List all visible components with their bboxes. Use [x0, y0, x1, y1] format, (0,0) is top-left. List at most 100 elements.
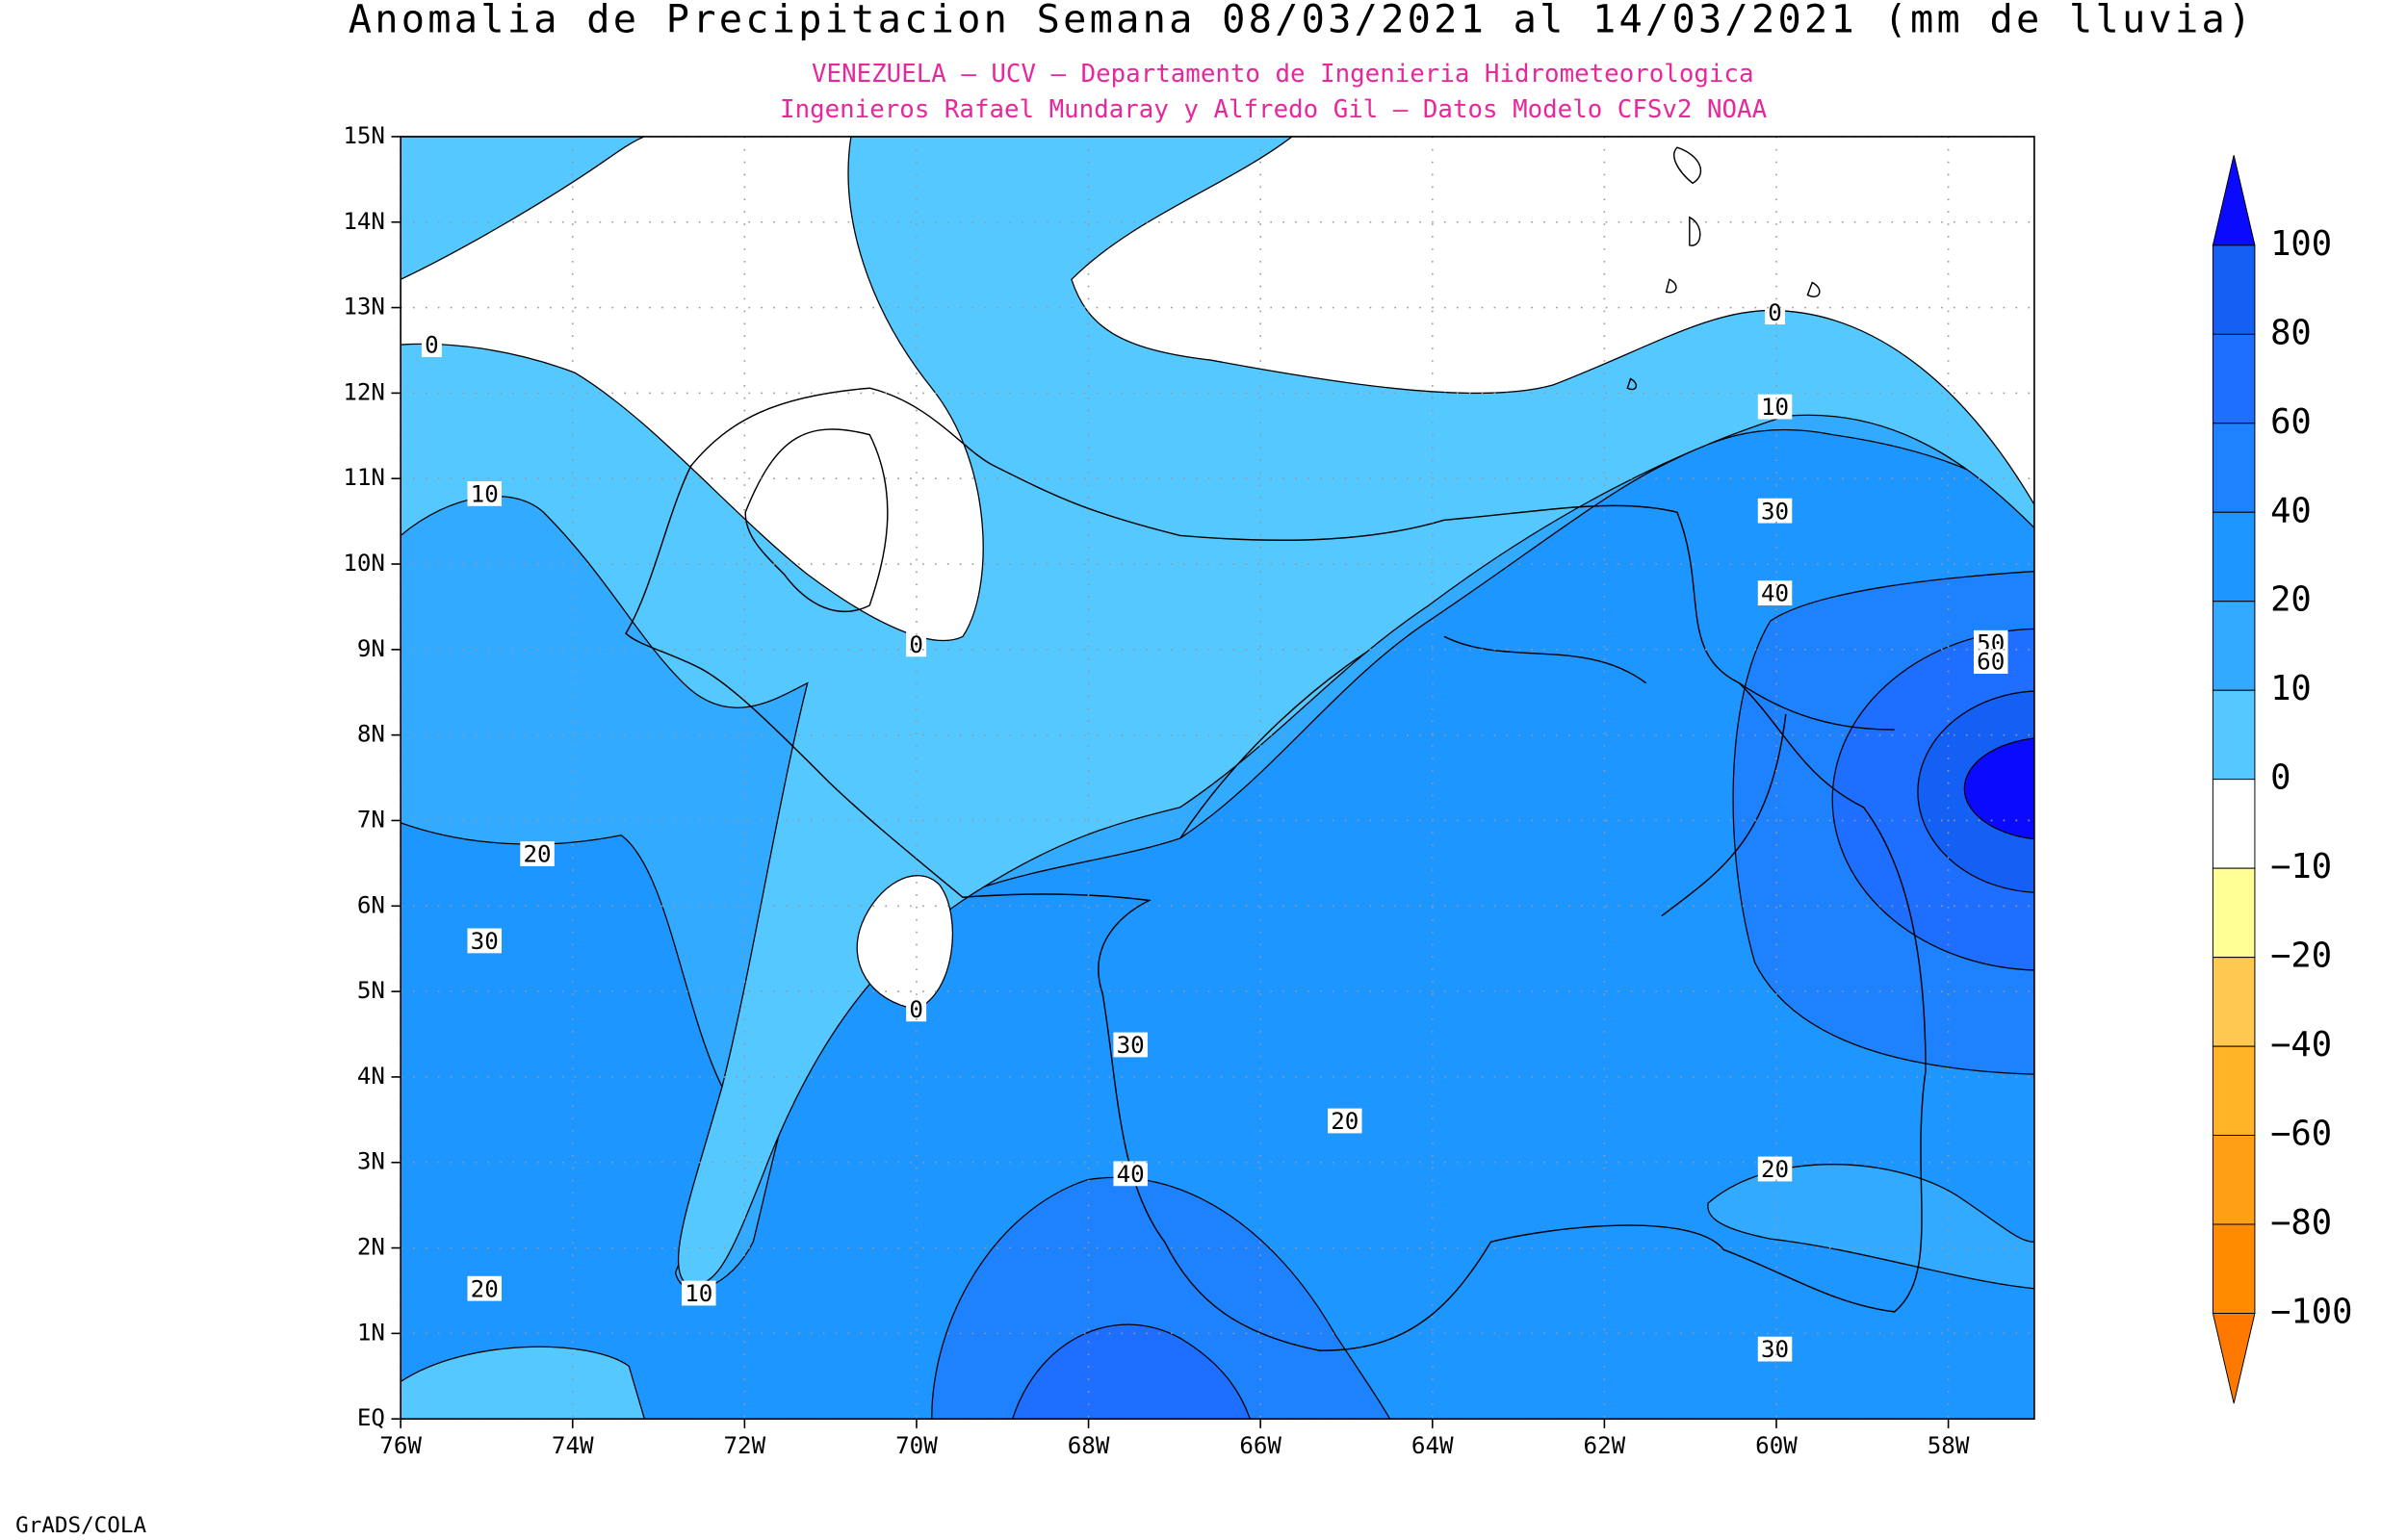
lon-label: 60W: [1755, 1432, 1798, 1459]
colorbar-segment: [2212, 1045, 2256, 1137]
contour-label: 40: [1117, 1161, 1145, 1188]
colorbar-segment: [2212, 1223, 2256, 1314]
footer-credit: GrADS/COLA: [15, 1513, 146, 1538]
region: [401, 136, 984, 641]
lat-label: 8N: [357, 721, 385, 748]
contour-label-bg: [467, 481, 502, 506]
colorbar-segment: [2212, 333, 2256, 424]
lat-label: 3N: [357, 1148, 385, 1175]
lon-label: 58W: [1928, 1432, 1970, 1459]
title: Anomalia de Precipitacion Semana 08/03/2…: [349, 0, 2255, 42]
contour-label: 0: [909, 631, 923, 658]
colorbar-label: −80: [2270, 1203, 2332, 1243]
region: [1011, 1323, 1252, 1420]
contour-label: 20: [471, 1275, 499, 1302]
contour-label: 10: [471, 481, 499, 508]
colorbar-label: 0: [2270, 758, 2291, 798]
lat-label: 12N: [343, 378, 385, 405]
colorbar-label: 60: [2270, 402, 2312, 442]
lon-label: 74W: [552, 1432, 594, 1459]
region: [1917, 690, 2034, 893]
contour-label: 40: [1761, 580, 1789, 607]
colorbar-segment: [2212, 867, 2256, 959]
colorbar-label: 10: [2270, 669, 2312, 708]
lon-label: 72W: [724, 1432, 766, 1459]
colorbar-label: −40: [2270, 1025, 2332, 1065]
colorbar-label: 40: [2270, 491, 2312, 530]
contour-label-bg: [1974, 649, 2008, 674]
lat-label: 9N: [357, 635, 385, 662]
colorbar-segment: [2212, 423, 2256, 513]
lon-label: 76W: [379, 1432, 422, 1459]
contour-label-bg: [467, 1275, 502, 1301]
contour-label-bg: [421, 332, 442, 357]
contour-label: 30: [471, 928, 499, 955]
contour-label-bg: [1113, 1032, 1148, 1058]
contour-label: 20: [524, 841, 552, 868]
colorbar-segment: [2212, 1135, 2256, 1225]
colorbar-label: 80: [2270, 313, 2312, 352]
region: [1963, 737, 2034, 840]
region: [1831, 628, 2034, 971]
lat-label: 13N: [343, 294, 385, 321]
colorbar-segment: [2212, 1313, 2256, 1404]
region: [1707, 1164, 2034, 1290]
contour-label-bg: [682, 1280, 716, 1306]
contour-label: 0: [1768, 299, 1782, 326]
contour-label-bg: [1328, 1108, 1362, 1134]
colorbar-label: −10: [2270, 847, 2332, 886]
region: [856, 875, 954, 1011]
lat-label: 1N: [357, 1319, 385, 1346]
lat-label: 15N: [343, 122, 385, 149]
lon-label: 70W: [895, 1432, 938, 1459]
coastline-borders: [625, 146, 1927, 1351]
lat-label: 11N: [343, 464, 385, 491]
lon-label: 68W: [1068, 1432, 1110, 1459]
region: [401, 1346, 646, 1420]
colorbar-label: −100: [2270, 1293, 2352, 1332]
colorbar-segment: [2212, 601, 2256, 691]
lat-label: 14N: [343, 208, 385, 235]
colorbar-label: 100: [2270, 224, 2332, 264]
contour-label-bg: [1765, 299, 1786, 325]
contour-label: 30: [1117, 1032, 1145, 1059]
colorbar-segment: [2212, 155, 2256, 246]
contour-label: 30: [1761, 1336, 1789, 1363]
contour-label-bg: [906, 631, 927, 657]
colorbar-label: 20: [2270, 580, 2312, 620]
lon-label: 62W: [1584, 1432, 1626, 1459]
contour-label-bg: [1113, 1161, 1148, 1187]
colorbar-segment: [2212, 511, 2256, 603]
lat-label: 5N: [357, 977, 385, 1004]
contour-label: 10: [685, 1280, 712, 1307]
lat-label: 10N: [343, 550, 385, 577]
lon-label: 66W: [1239, 1432, 1281, 1459]
map-field: [401, 136, 2034, 1420]
contour-label: 20: [1331, 1108, 1359, 1135]
colorbar-label: −20: [2270, 937, 2332, 976]
lat-label: EQ: [357, 1404, 385, 1431]
contour-label-bg: [467, 928, 502, 954]
contour-label-bg: [1757, 1156, 1793, 1182]
lat-label: 7N: [357, 806, 385, 833]
axes: EQ 1N 2N 3N 4N 5N 6N 7N 8N 9N 10N 11N 12N 13N 14N 15N 76…: [343, 122, 2034, 1459]
contour-label-bg: [1757, 498, 1793, 524]
subtitle: VENEZUELA – UCV – Departamento de Ingeni…: [812, 60, 1753, 89]
contour-label-bg: [1757, 1336, 1793, 1362]
lat-label: 6N: [357, 891, 385, 918]
colorbar-label: −60: [2270, 1115, 2332, 1154]
lat-label: 4N: [357, 1063, 385, 1090]
contour-label: 60: [1977, 649, 2005, 676]
contour-label: 10: [1761, 394, 1789, 421]
contour-label: 0: [425, 332, 439, 359]
lat-label: 2N: [357, 1234, 385, 1261]
contour-label-bg: [1757, 394, 1793, 420]
colorbar-segment: [2212, 957, 2256, 1047]
contour-label: 30: [1761, 498, 1789, 525]
colorbar-segment: [2212, 244, 2256, 335]
subtitle: Ingenieros Rafael Mundaray y Alfredo Gil…: [780, 95, 1768, 124]
